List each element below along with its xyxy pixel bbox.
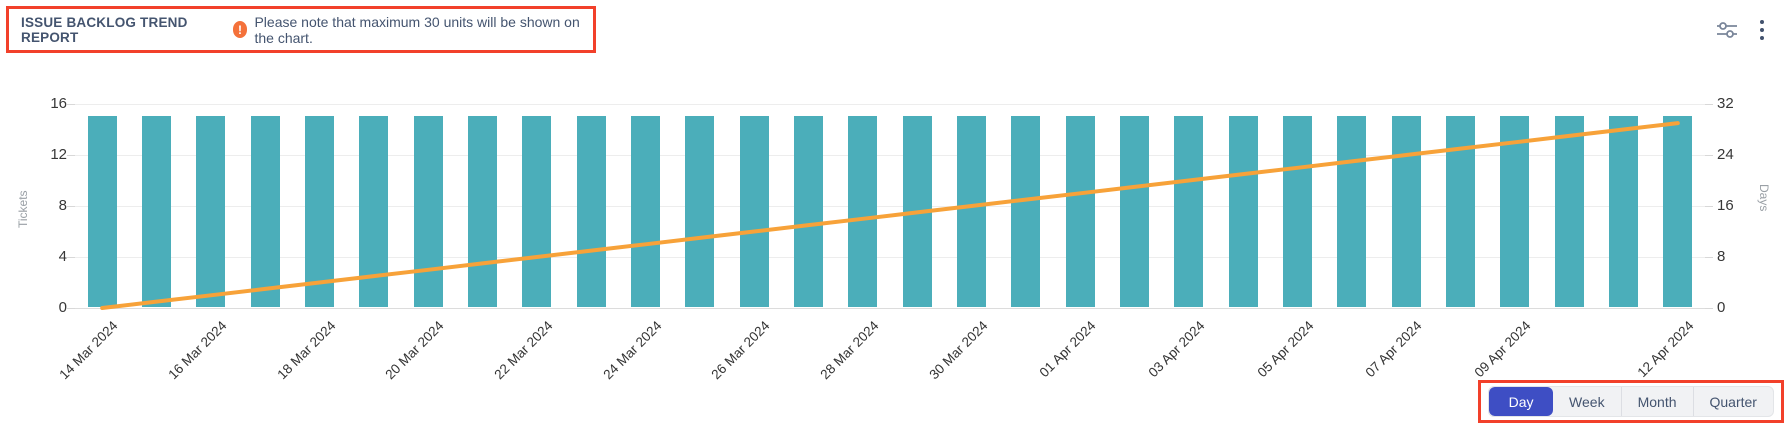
y-axis-tick-right: 16 <box>1717 197 1734 214</box>
bar-05 Apr 2024[interactable] <box>1283 115 1312 307</box>
bar-07 Apr 2024[interactable] <box>1391 115 1421 307</box>
x-axis-label: 14 Mar 2024 <box>56 318 121 383</box>
y-axis-tick-left: 0 <box>58 299 67 316</box>
axis-tick-mark <box>67 206 75 207</box>
x-axis-label: 20 Mar 2024 <box>382 318 447 383</box>
bar-22 Mar 2024[interactable] <box>522 115 552 307</box>
x-axis-label: 18 Mar 2024 <box>273 318 339 383</box>
period-quarter-button[interactable]: Quarter <box>1694 387 1773 416</box>
chart-note-text: Please note that maximum 30 units will b… <box>254 13 580 46</box>
x-axis-label: 30 Mar 2024 <box>925 318 991 383</box>
gridline <box>75 206 1705 207</box>
y-axis-tick-left: 12 <box>50 146 67 163</box>
page-title: ISSUE BACKLOG TREND REPORT <box>21 14 188 45</box>
axis-tick-mark <box>67 155 75 156</box>
period-toggle: Day Week Month Quarter <box>1488 386 1774 417</box>
bar-01 Apr 2024[interactable] <box>1065 115 1095 307</box>
header-annotation-box: ISSUE BACKLOG TREND REPORT ! Please note… <box>6 6 596 53</box>
bar-15 Mar 2024[interactable] <box>142 115 171 307</box>
y-axis-tick-right: 8 <box>1717 248 1726 265</box>
x-axis-label: 16 Mar 2024 <box>165 318 230 383</box>
period-toggle-annotation-box: Day Week Month Quarter <box>1478 380 1784 423</box>
gridline <box>75 155 1705 156</box>
bar-30 Mar 2024[interactable] <box>957 115 986 307</box>
gridline <box>75 308 1705 309</box>
gridline <box>75 104 1705 105</box>
sliders-icon[interactable] <box>1716 20 1738 40</box>
bar-21 Mar 2024[interactable] <box>468 115 497 307</box>
bar-17 Mar 2024[interactable] <box>250 115 280 307</box>
chart-plot-area <box>75 104 1705 310</box>
axis-tick-mark <box>67 104 75 105</box>
bar-03 Apr 2024[interactable] <box>1174 115 1204 307</box>
trend-line <box>100 121 1680 310</box>
bar-06 Apr 2024[interactable] <box>1337 115 1367 307</box>
y-axis-tick-right: 0 <box>1717 299 1726 316</box>
bar-27 Mar 2024[interactable] <box>794 115 823 307</box>
y-axis-tick-left: 8 <box>58 197 67 214</box>
axis-tick-mark <box>1705 257 1713 258</box>
bar-16 Mar 2024[interactable] <box>196 115 226 307</box>
y-axis-tick-right: 24 <box>1717 146 1734 163</box>
bar-11 Apr 2024[interactable] <box>1609 115 1638 307</box>
bar-23 Mar 2024[interactable] <box>576 115 606 307</box>
gridline <box>75 257 1705 258</box>
x-axis-label: 28 Mar 2024 <box>817 318 882 383</box>
chart-toolbar <box>1716 20 1764 40</box>
y-axis-tick-right: 32 <box>1717 95 1734 112</box>
x-axis-label: 22 Mar 2024 <box>491 318 556 383</box>
bar-02 Apr 2024[interactable] <box>1120 115 1149 307</box>
bar-04 Apr 2024[interactable] <box>1228 115 1258 307</box>
bar-14 Mar 2024[interactable] <box>87 115 117 307</box>
bar-09 Apr 2024[interactable] <box>1500 115 1530 307</box>
axis-tick-mark <box>67 308 75 309</box>
x-axis-label: 05 Apr 2024 <box>1254 318 1317 381</box>
period-day-button[interactable]: Day <box>1489 387 1554 416</box>
kebab-menu-icon[interactable] <box>1760 20 1764 40</box>
x-axis-label: 26 Mar 2024 <box>708 318 773 383</box>
axis-tick-mark <box>1705 206 1713 207</box>
y-axis-tick-left: 16 <box>50 95 67 112</box>
x-axis-label: 03 Apr 2024 <box>1145 318 1208 381</box>
bar-25 Mar 2024[interactable] <box>685 115 715 307</box>
warning-icon: ! <box>232 21 248 38</box>
bar-24 Mar 2024[interactable] <box>631 115 660 307</box>
period-month-button[interactable]: Month <box>1622 387 1694 416</box>
x-axis-label: 09 Apr 2024 <box>1471 318 1534 381</box>
axis-tick-mark <box>67 257 75 258</box>
bar-10 Apr 2024[interactable] <box>1554 115 1584 307</box>
x-axis-label: 01 Apr 2024 <box>1036 318 1099 381</box>
y-axis-tick-left: 4 <box>58 248 67 265</box>
bar-26 Mar 2024[interactable] <box>739 115 769 307</box>
x-axis-label: 12 Apr 2024 <box>1634 318 1697 381</box>
bar-28 Mar 2024[interactable] <box>848 115 878 307</box>
bar-18 Mar 2024[interactable] <box>305 115 334 307</box>
axis-tick-mark <box>1705 308 1713 309</box>
bar-20 Mar 2024[interactable] <box>413 115 443 307</box>
x-axis-label: 24 Mar 2024 <box>599 318 665 383</box>
bar-31 Mar 2024[interactable] <box>1011 115 1041 307</box>
bar-12 Apr 2024[interactable] <box>1663 115 1693 307</box>
period-week-button[interactable]: Week <box>1553 387 1622 416</box>
axis-tick-mark <box>1705 104 1713 105</box>
x-axis-label: 07 Apr 2024 <box>1362 318 1425 381</box>
axis-tick-mark <box>1705 155 1713 156</box>
chart-note: ! Please note that maximum 30 units will… <box>232 13 593 46</box>
